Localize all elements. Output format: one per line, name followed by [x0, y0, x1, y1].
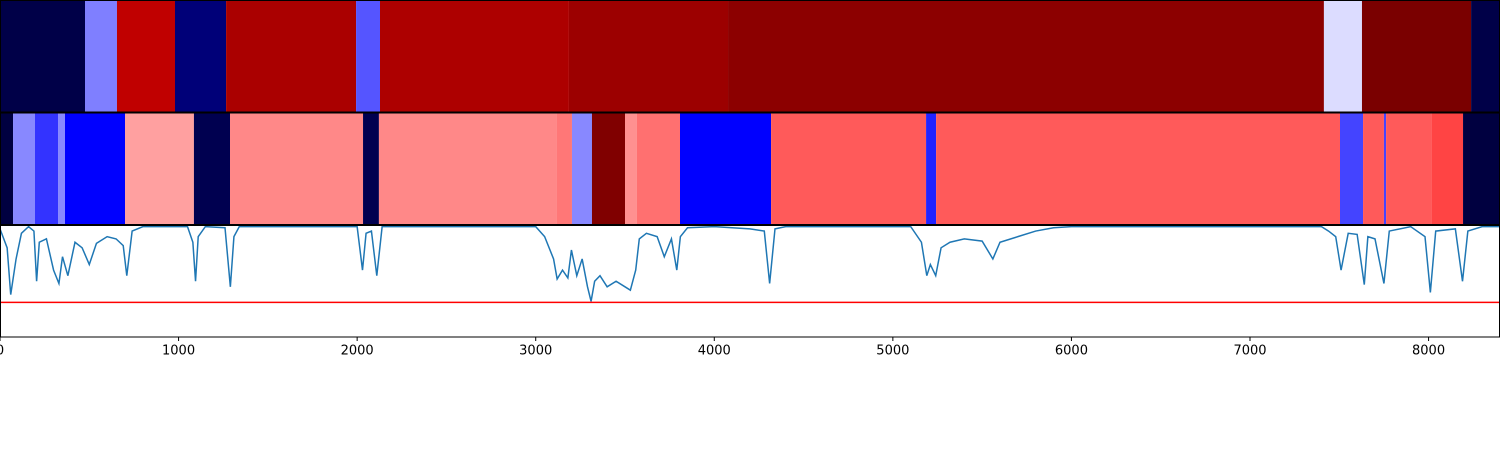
heat-segment	[1383, 113, 1387, 225]
x-tick-label: 5000	[876, 344, 909, 359]
heat-segment	[356, 0, 380, 112]
heat-segment	[556, 113, 572, 225]
heat-segment	[1431, 113, 1464, 225]
heat-segment	[1340, 113, 1364, 225]
heat-segment	[380, 0, 569, 112]
heat-segment	[378, 113, 557, 225]
x-tick-label: 2000	[341, 344, 374, 359]
heat-segment	[1386, 113, 1432, 225]
x-tick-label: 8000	[1412, 344, 1445, 359]
x-tick-label: 4000	[698, 344, 731, 359]
x-tick-label: 7000	[1233, 344, 1266, 359]
heat-segment	[116, 0, 175, 112]
x-tick-label: 3000	[519, 344, 552, 359]
heat-segment	[1463, 113, 1500, 225]
heat-segment	[226, 0, 357, 112]
heat-segment	[680, 113, 772, 225]
heat-segment	[230, 113, 364, 225]
heat-segment	[636, 113, 680, 225]
heat-segment	[0, 113, 14, 225]
heat-segment	[0, 0, 85, 112]
heat-segment	[193, 113, 230, 225]
heat-segment	[13, 113, 36, 225]
heat-segment	[175, 0, 227, 112]
heat-segment	[568, 0, 729, 112]
heat-segment	[1363, 113, 1384, 225]
heat-segment	[625, 113, 637, 225]
heat-segment	[571, 113, 592, 225]
line-series	[0, 225, 1500, 302]
heat-segment	[936, 113, 1340, 225]
heat-segment	[771, 113, 927, 225]
heat-segment	[1323, 0, 1362, 112]
heat-segment	[125, 113, 194, 225]
heat-segment	[363, 113, 379, 225]
heat-segment	[1361, 0, 1472, 112]
heat-segment	[926, 113, 937, 225]
x-tick-label: 0	[0, 344, 4, 359]
x-tick-label: 1000	[162, 344, 195, 359]
heat-segment	[65, 113, 125, 225]
heat-segment	[728, 0, 1324, 112]
heat-segment	[35, 113, 59, 225]
heat-segment	[1471, 0, 1500, 112]
heat-segment	[591, 113, 625, 225]
heat-segment	[58, 113, 65, 225]
x-tick-label: 6000	[1055, 344, 1088, 359]
heat-segment	[85, 0, 117, 112]
panel-frame	[0, 225, 1500, 338]
